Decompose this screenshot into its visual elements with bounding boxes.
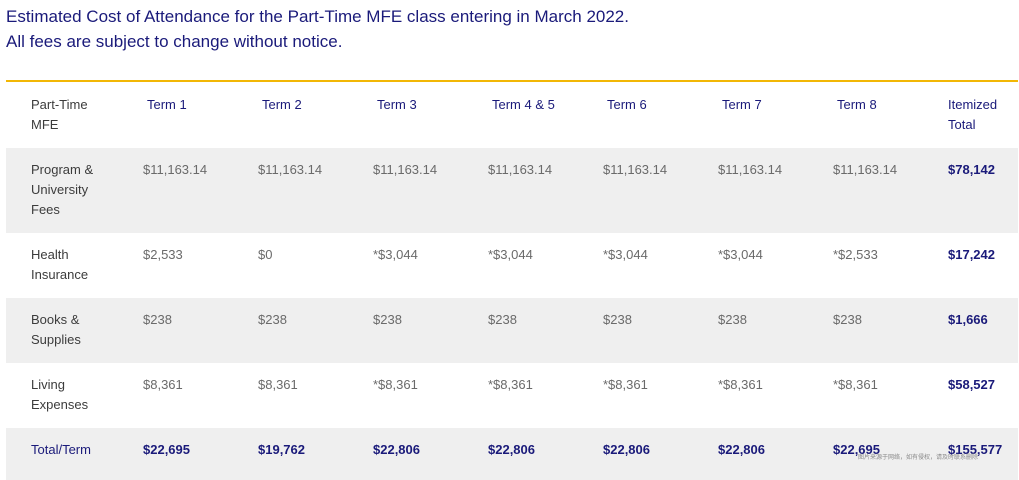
row-label: Program & University Fees [6,148,143,233]
cell-value: *$8,361 [373,377,418,392]
cell-value: *$8,361 [833,377,878,392]
row-label: Living Expenses [6,363,143,428]
cell-value: $11,163.14 [488,148,603,233]
header-line: Term 3 [377,97,417,112]
cell-value: $238 [143,298,258,363]
header-cell-program: Part-Time MFE [6,82,143,148]
row-label: Total/Term [6,428,143,480]
row-label-line: Supplies [31,332,81,347]
cell-value: *$3,044 [488,247,533,262]
cell-value: *$8,361 [603,377,648,392]
row-total: $1,666 [948,298,1018,363]
cell-value: $11,163.14 [833,148,948,233]
cell-value: *$8,361 [488,377,533,392]
row-label-line: Health [31,247,69,262]
header-line: Part-Time [31,97,88,112]
intro-line-2: All fees are subject to change without n… [6,32,343,51]
cell-value: $22,806 [603,428,718,480]
cell-value: $8,361 [258,377,298,392]
cell-value: $11,163.14 [718,148,833,233]
cell-value: *$3,044 [603,247,648,262]
cell-value: *$3,044 [373,247,418,262]
cell-value: $22,695 [143,428,258,480]
cell-value: $238 [718,298,833,363]
header-cell-term-4-5: Term 4 & 5 [488,82,603,148]
cell-value: $0 [258,247,273,262]
cell-value: $22,806 [373,428,488,480]
cell-value: $22,806 [488,428,603,480]
header-rule [6,80,1018,82]
cell-value: *$2,533 [833,247,878,262]
row-total: $78,142 [948,148,1018,233]
cell-value: $22,806 [718,428,833,480]
cell-value: $8,361 [143,377,183,392]
table-row: Living Expenses $8,361 $8,361 *$8,361 *$… [6,363,1018,428]
intro-line-1: Estimated Cost of Attendance for the Par… [6,7,629,26]
cell-value: $238 [603,298,718,363]
row-label-line: University [31,182,89,197]
header-cell-term-2: Term 2 [258,82,373,148]
cell-value: $238 [258,298,373,363]
row-label: Books & Supplies [6,298,143,363]
table-row: Books & Supplies $238 $238 $238 $238 $23… [6,298,1018,363]
cell-value: $238 [488,298,603,363]
table-row: Health Insurance $2,533 $0 *$3,044 *$3,0… [6,233,1018,298]
header-cell-term-8: Term 8 [833,82,948,148]
header-cell-term-7: Term 7 [718,82,833,148]
row-label-line: Insurance [31,267,89,282]
row-label-line: Living [31,377,65,392]
cell-value: $19,762 [258,428,373,480]
watermark-text: 图片来源于网络，如有侵权，请及时联系删除 [858,455,979,461]
header-line: Term 1 [147,97,187,112]
header-line: MFE [31,117,59,132]
cell-value: $11,163.14 [603,148,718,233]
row-label-line: Expenses [31,397,89,412]
row-total: $58,527 [948,377,995,392]
header-line: Total [948,117,976,132]
row-label-line: Total/Term [31,442,91,457]
header-row: Part-Time MFE Term 1 Term 2 Term 3 Term … [6,82,1018,148]
row-label-line: Fees [31,202,60,217]
cell-value: *$8,361 [718,377,763,392]
cell-value: $11,163.14 [373,148,488,233]
cell-value: $11,163.14 [143,148,258,233]
header-cell-itemized-total: Itemized Total [948,82,1018,148]
cell-value: $238 [833,298,948,363]
header-line: Term 4 & 5 [492,97,555,112]
row-label-line: Books & [31,312,80,327]
header-line: Term 7 [722,97,762,112]
header-line: Term 6 [607,97,647,112]
header-line: Itemized [948,97,998,112]
cost-table: Part-Time MFE Term 1 Term 2 Term 3 Term … [6,82,1018,480]
cell-value: *$3,044 [718,247,763,262]
row-total: $17,242 [948,247,995,262]
table-row: Program & University Fees $11,163.14 $11… [6,148,1018,233]
header-cell-term-3: Term 3 [373,82,488,148]
cell-value: $11,163.14 [258,148,373,233]
header-cell-term-6: Term 6 [603,82,718,148]
cell-value: $2,533 [143,247,183,262]
header-line: Term 8 [837,97,877,112]
row-label-line: Program & [31,162,94,177]
cell-value: $238 [373,298,488,363]
header-cell-term-1: Term 1 [143,82,258,148]
intro-text: Estimated Cost of Attendance for the Par… [6,4,1006,54]
row-label: Health Insurance [6,233,143,298]
header-line: Term 2 [262,97,302,112]
